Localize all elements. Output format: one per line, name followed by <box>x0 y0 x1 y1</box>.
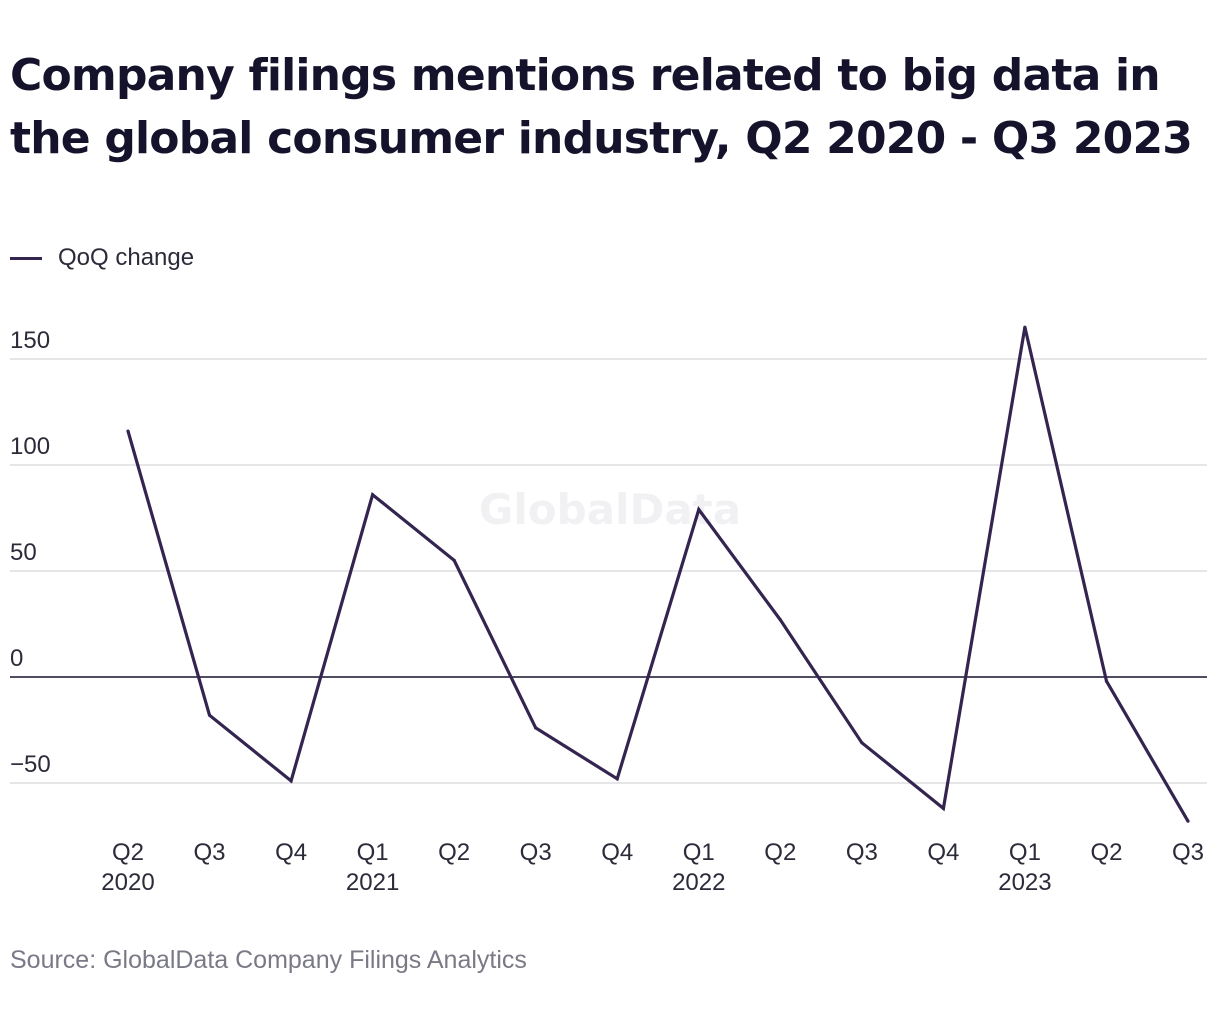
data-point <box>207 713 212 717</box>
x-tick-label: Q3 <box>846 839 878 866</box>
y-tick-label: 150 <box>10 327 50 354</box>
data-point <box>1023 325 1027 329</box>
y-tick-label: 0 <box>10 645 23 672</box>
data-point <box>860 741 864 745</box>
data-point <box>1104 679 1109 683</box>
x-tick-label: Q1 <box>357 839 389 866</box>
x-tick-label: Q2 <box>438 839 470 866</box>
data-point <box>289 779 293 783</box>
line-chart: GlobalData 150 100 50 0 −50 Q2 2020 Q3 Q4 Q1 2021 Q2… <box>10 325 1207 896</box>
data-point <box>126 429 130 433</box>
x-tick-label: Q3 <box>520 839 552 866</box>
x-tick-label: Q3 <box>1172 839 1204 866</box>
legend: QoQ change <box>10 243 194 273</box>
x-tick-year-label: 2022 <box>672 869 725 896</box>
x-tick-label: Q1 <box>1009 839 1041 866</box>
y-tick-label: −50 <box>10 751 51 778</box>
x-tick-label: Q3 <box>194 839 226 866</box>
x-tick-label: Q4 <box>601 839 633 866</box>
legend-label: QoQ change <box>58 244 195 271</box>
chart-title: Company filings mentions related to big … <box>10 50 1193 164</box>
data-point <box>615 777 619 781</box>
x-tick-label: Q4 <box>275 839 307 866</box>
legend-swatch <box>10 256 42 260</box>
x-tick-year-label: 2023 <box>998 869 1051 896</box>
x-tick-label: Q2 <box>764 839 796 866</box>
x-tick-year-label: 2020 <box>101 869 154 896</box>
x-tick-label: Q2 <box>1090 839 1122 866</box>
x-tick-year-label: 2021 <box>346 869 399 896</box>
watermark-text: GlobalData <box>479 485 741 534</box>
data-point <box>697 507 701 512</box>
data-point <box>778 618 782 622</box>
data-point <box>941 806 945 811</box>
data-point <box>1186 819 1190 823</box>
x-tick-label: Q4 <box>927 839 959 866</box>
data-point <box>452 558 456 562</box>
y-tick-label: 50 <box>10 539 37 566</box>
data-point <box>534 726 538 730</box>
y-tick-label: 100 <box>10 433 50 460</box>
source-note: Source: GlobalData Company Filings Analy… <box>10 946 527 974</box>
x-tick-label: Q1 <box>683 839 715 866</box>
series-line-qoq-change <box>126 326 1190 823</box>
x-tick-label: Q2 <box>112 839 144 866</box>
data-point <box>371 493 375 497</box>
